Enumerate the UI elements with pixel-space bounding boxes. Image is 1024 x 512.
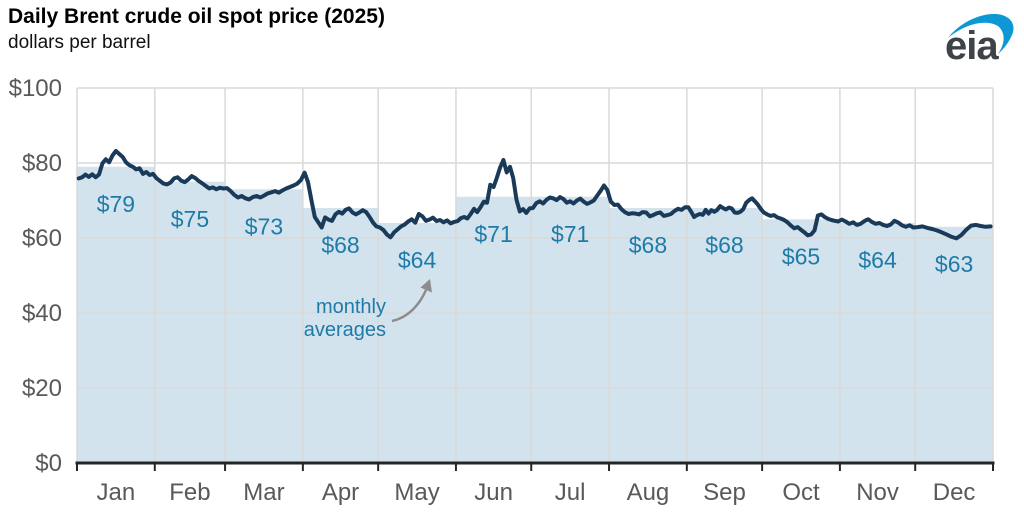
month-average-label-jul: $71 — [551, 221, 589, 247]
monthly-average-area-jan — [77, 166, 155, 463]
x-tick-label-jan: Jan — [97, 479, 136, 506]
y-tick-label-0: $0 — [35, 450, 62, 477]
y-tick-label-40: $40 — [22, 300, 62, 327]
x-tick-label-nov: Nov — [856, 479, 899, 506]
y-tick-label-20: $20 — [22, 375, 62, 402]
eia-logo-text: eia — [945, 24, 999, 64]
y-tick-label-60: $60 — [22, 225, 62, 252]
annotation-arrow — [391, 289, 428, 323]
monthly-average-area-dec — [915, 226, 993, 463]
monthly-average-area-jul — [531, 196, 610, 463]
x-tick-label-feb: Feb — [169, 479, 210, 506]
y-tick-label-80: $80 — [22, 150, 62, 177]
x-tick-label-sep: Sep — [703, 479, 746, 506]
annotation-line-1: monthly — [315, 296, 386, 318]
annotation-line-2: averages — [303, 319, 386, 341]
eia-logo-swoosh-icon — [948, 14, 1014, 54]
month-average-label-jan: $79 — [97, 191, 135, 217]
chart-subtitle: dollars per barrel — [8, 32, 151, 53]
month-average-label-jun: $71 — [474, 221, 512, 247]
month-average-label-feb: $75 — [171, 206, 209, 232]
monthly-average-area-may — [378, 223, 456, 463]
x-tick-label-aug: Aug — [627, 479, 670, 506]
monthly-average-area-apr — [302, 208, 379, 463]
month-average-label-dec: $63 — [935, 251, 973, 277]
month-average-label-aug: $68 — [629, 232, 667, 258]
monthly-average-area-feb — [154, 181, 226, 463]
month-average-label-apr: $68 — [321, 232, 359, 258]
month-average-label-nov: $64 — [858, 247, 897, 273]
chart-title: Daily Brent crude oil spot price (2025) — [8, 5, 385, 28]
month-average-label-may: $64 — [398, 247, 437, 273]
monthly-average-area-sep — [686, 208, 763, 463]
month-average-label-oct: $65 — [782, 243, 820, 269]
eia-logo-graphic: eia — [945, 14, 1014, 68]
y-tick-label-100: $100 — [9, 75, 62, 102]
x-tick-label-apr: Apr — [322, 479, 359, 506]
monthly-averages-annotation: monthly averages — [256, 296, 386, 342]
daily-price-line — [76, 149, 993, 241]
x-tick-label-oct: Oct — [782, 479, 820, 506]
annotation-arrowhead-icon — [420, 279, 432, 293]
monthly-average-area-aug — [609, 208, 687, 463]
x-tick-label-jul: Jul — [555, 479, 586, 506]
x-tick-label-dec: Dec — [933, 479, 976, 506]
x-tick-label-mar: Mar — [243, 479, 284, 506]
monthly-average-area-mar — [225, 189, 303, 463]
x-tick-label-jun: Jun — [474, 479, 513, 506]
month-average-label-mar: $73 — [245, 213, 283, 239]
month-average-label-sep: $68 — [705, 232, 743, 258]
monthly-average-area-jun — [455, 196, 532, 463]
monthly-average-area-oct — [762, 219, 840, 463]
monthly-average-area-nov — [839, 223, 916, 463]
eia-logo: eia — [944, 6, 1020, 68]
x-tick-label-may: May — [394, 479, 439, 506]
